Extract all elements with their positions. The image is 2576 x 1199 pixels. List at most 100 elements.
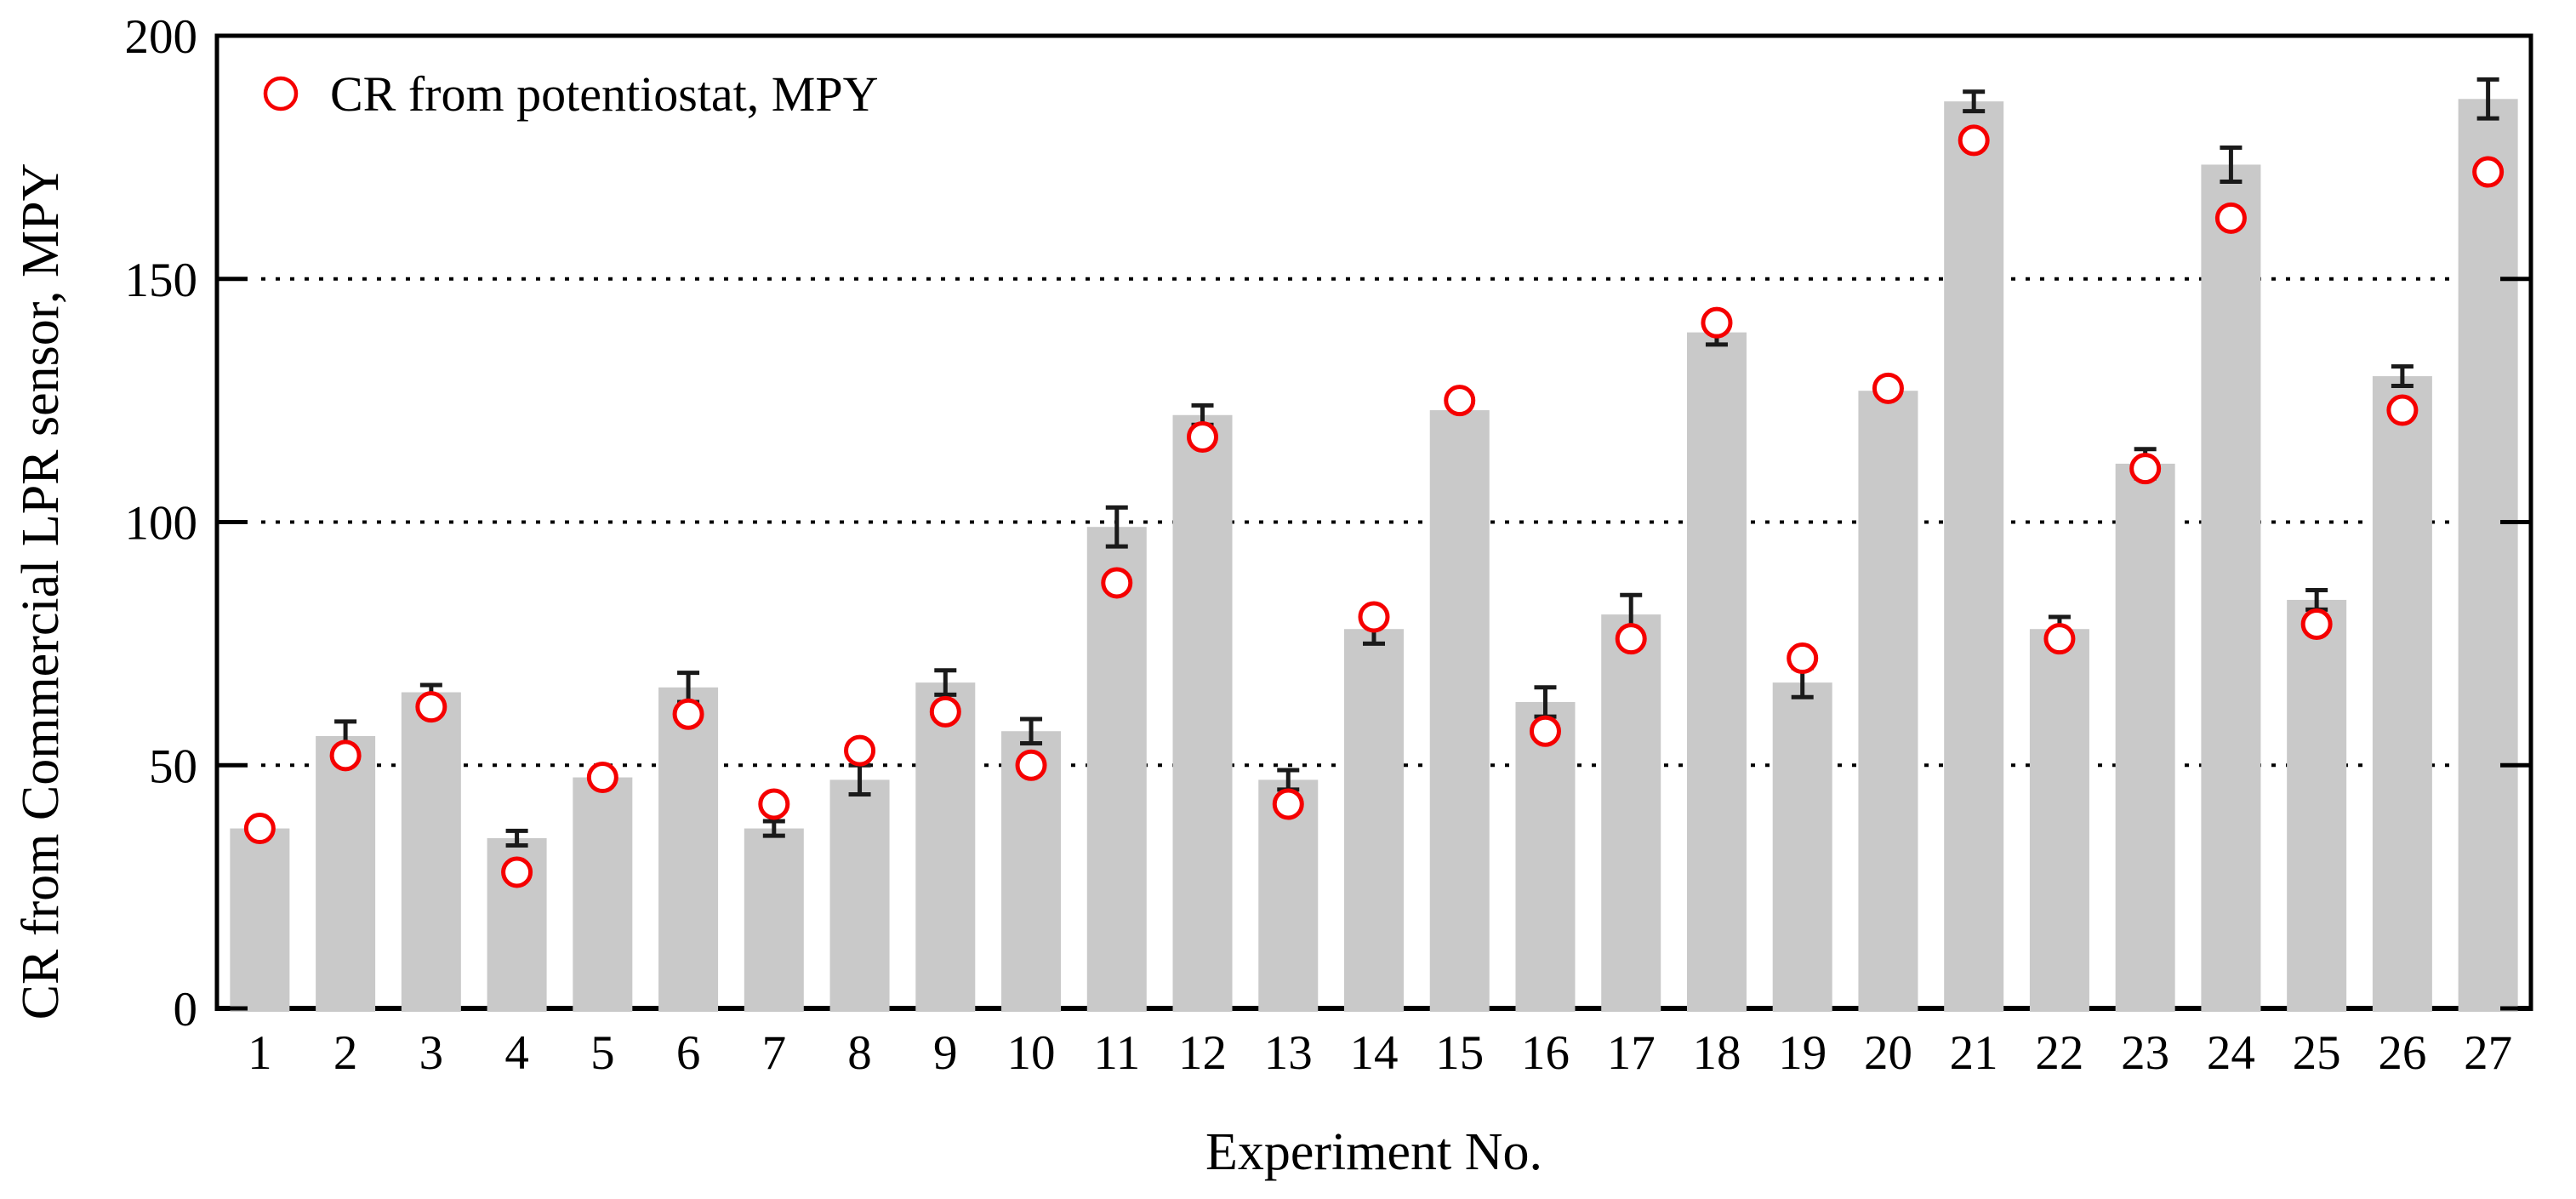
x-tick-label-3: 3 <box>419 1026 444 1080</box>
error-bar-9 <box>934 668 957 697</box>
x-tick-label-27: 27 <box>2464 1026 2512 1080</box>
potentiostat-marker-7 <box>758 788 790 820</box>
x-tick-label-23: 23 <box>2121 1026 2169 1080</box>
x-tick-label-10: 10 <box>1007 1026 1056 1080</box>
x-tick-label-19: 19 <box>1778 1026 1827 1080</box>
potentiostat-marker-9 <box>929 695 961 728</box>
x-tick-label-21: 21 <box>1950 1026 1998 1080</box>
error-bar-26 <box>2391 364 2414 388</box>
bar-24 <box>2201 164 2261 1012</box>
y-tick-label-50: 50 <box>149 739 197 793</box>
legend-open-circle-icon <box>263 76 299 111</box>
scatter-markers-layer <box>243 124 2505 888</box>
potentiostat-marker-15 <box>1444 385 1476 417</box>
potentiostat-marker-18 <box>1701 306 1733 339</box>
x-tick-label-17: 17 <box>1607 1026 1656 1080</box>
x-tick-label-26: 26 <box>2378 1026 2426 1080</box>
potentiostat-marker-8 <box>844 734 876 767</box>
potentiostat-marker-3 <box>415 691 447 723</box>
x-tick-label-7: 7 <box>762 1026 787 1080</box>
error-bar-7 <box>762 819 785 838</box>
y-tick-label-150: 150 <box>125 254 198 307</box>
error-bar-21 <box>1963 89 1986 114</box>
potentiostat-marker-24 <box>2214 202 2247 234</box>
error-bar-24 <box>2220 145 2243 184</box>
bar-5 <box>573 777 633 1012</box>
error-bar-10 <box>1020 717 1043 746</box>
potentiostat-marker-25 <box>2300 608 2333 641</box>
x-tick-label-20: 20 <box>1864 1026 1912 1080</box>
potentiostat-marker-1 <box>243 813 276 845</box>
bar-2 <box>316 735 376 1012</box>
potentiostat-marker-17 <box>1615 623 1647 655</box>
x-tick-label-15: 15 <box>1435 1026 1484 1080</box>
potentiostat-marker-26 <box>2386 394 2419 426</box>
x-tick-label-12: 12 <box>1178 1026 1227 1080</box>
potentiostat-marker-5 <box>586 762 618 794</box>
bar-6 <box>658 687 719 1012</box>
bar-23 <box>2115 463 2175 1012</box>
potentiostat-marker-4 <box>501 856 533 888</box>
bar-19 <box>1772 682 1832 1012</box>
potentiostat-marker-22 <box>2043 623 2076 655</box>
bar-12 <box>1172 414 1233 1012</box>
bar-3 <box>401 692 461 1012</box>
error-bar-4 <box>505 828 528 848</box>
potentiostat-marker-19 <box>1787 642 1819 675</box>
x-tick-label-6: 6 <box>676 1026 701 1080</box>
potentiostat-marker-12 <box>1187 420 1219 453</box>
potentiostat-marker-13 <box>1272 788 1304 820</box>
bar-8 <box>829 779 890 1012</box>
potentiostat-marker-21 <box>1958 124 1990 157</box>
bar-27 <box>2458 99 2518 1012</box>
bars-layer <box>230 99 2518 1013</box>
potentiostat-marker-6 <box>672 698 704 730</box>
bar-7 <box>744 828 804 1012</box>
potentiostat-marker-2 <box>329 739 362 772</box>
bar-21 <box>1944 101 2004 1013</box>
x-tick-label-18: 18 <box>1692 1026 1741 1080</box>
tick-layer <box>217 33 2531 1011</box>
bar-9 <box>915 682 976 1012</box>
potentiostat-marker-10 <box>1015 749 1047 781</box>
y-axis-title: CR from Commercial LPR sensor, MPY <box>12 163 70 1020</box>
bar-22 <box>2029 629 2089 1012</box>
legend: CR from potentiostat, MPY <box>263 66 878 122</box>
tick-label-layer: 1 2 3 4 5 6 7 8 9 10 11 12 13 14 15 16 17 18 19 20 21 22 23 24 2… <box>125 10 2513 1080</box>
bar-20 <box>1858 391 1918 1012</box>
bar-26 <box>2372 376 2432 1012</box>
potentiostat-marker-27 <box>2472 156 2505 188</box>
y-tick-label-0: 0 <box>174 983 198 1036</box>
x-tick-label-4: 4 <box>504 1026 529 1080</box>
potentiostat-marker-23 <box>2129 453 2162 485</box>
x-tick-label-11: 11 <box>1093 1026 1140 1080</box>
bar-18 <box>1686 332 1747 1012</box>
bar-16 <box>1515 701 1576 1012</box>
x-tick-label-22: 22 <box>2035 1026 2083 1080</box>
bar-25 <box>2287 599 2347 1012</box>
x-tick-label-13: 13 <box>1264 1026 1313 1080</box>
bar-15 <box>1429 410 1490 1012</box>
x-tick-label-2: 2 <box>333 1026 358 1080</box>
x-tick-label-16: 16 <box>1521 1026 1570 1080</box>
x-axis-title: Experiment No. <box>1205 1123 1542 1181</box>
potentiostat-marker-20 <box>1872 372 1904 404</box>
x-tick-label-14: 14 <box>1350 1026 1399 1080</box>
error-bar-27 <box>2476 77 2499 121</box>
x-tick-label-25: 25 <box>2293 1026 2341 1080</box>
x-tick-label-5: 5 <box>590 1026 615 1080</box>
potentiostat-marker-14 <box>1358 601 1390 633</box>
error-bar-11 <box>1105 505 1128 549</box>
potentiostat-marker-11 <box>1101 567 1133 599</box>
x-tick-label-9: 9 <box>933 1026 958 1080</box>
bar-11 <box>1086 527 1147 1012</box>
bar-1 <box>230 828 290 1012</box>
x-tick-label-24: 24 <box>2207 1026 2255 1080</box>
y-tick-label-200: 200 <box>125 10 198 64</box>
x-tick-label-8: 8 <box>847 1026 872 1080</box>
y-tick-label-100: 100 <box>125 497 198 551</box>
potentiostat-marker-16 <box>1529 715 1561 747</box>
bar-17 <box>1601 614 1661 1012</box>
